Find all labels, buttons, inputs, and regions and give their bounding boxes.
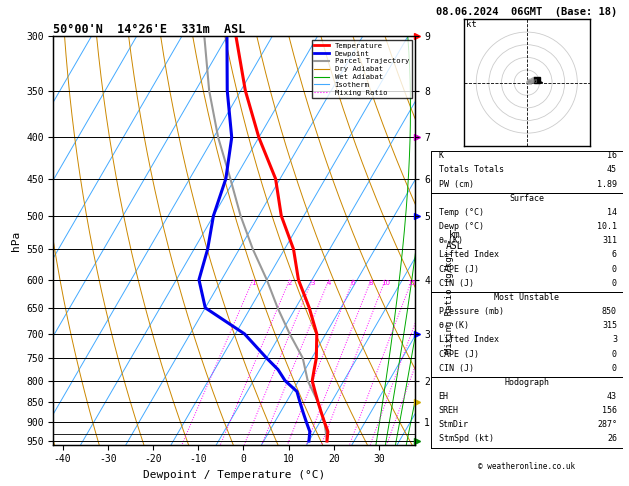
Text: 311: 311 <box>602 236 617 245</box>
Legend: Temperature, Dewpoint, Parcel Trajectory, Dry Adiabat, Wet Adiabat, Isotherm, Mi: Temperature, Dewpoint, Parcel Trajectory… <box>312 40 411 98</box>
Text: CAPE (J): CAPE (J) <box>438 264 479 274</box>
Text: 45: 45 <box>607 165 617 174</box>
X-axis label: Dewpoint / Temperature (°C): Dewpoint / Temperature (°C) <box>143 470 325 480</box>
Text: 3: 3 <box>310 280 314 286</box>
Text: 16: 16 <box>607 151 617 160</box>
Text: CIN (J): CIN (J) <box>438 279 474 288</box>
Text: CIN (J): CIN (J) <box>438 364 474 373</box>
Text: 0: 0 <box>612 264 617 274</box>
Text: 0: 0 <box>612 279 617 288</box>
Text: 1: 1 <box>251 280 255 286</box>
Text: 0: 0 <box>612 364 617 373</box>
Text: kt: kt <box>466 20 477 29</box>
Y-axis label: km
ASL: km ASL <box>446 230 464 251</box>
Text: 6: 6 <box>612 250 617 260</box>
Text: StmDir: StmDir <box>438 420 469 429</box>
Text: 10.1: 10.1 <box>597 222 617 231</box>
Text: 1.89: 1.89 <box>597 180 617 189</box>
Text: 70: 70 <box>531 79 538 84</box>
Text: θₑ (K): θₑ (K) <box>438 321 469 330</box>
Text: 8: 8 <box>369 280 374 286</box>
Text: 10: 10 <box>381 280 390 286</box>
Text: CAPE (J): CAPE (J) <box>438 349 479 359</box>
Text: Temp (°C): Temp (°C) <box>438 208 484 217</box>
Y-axis label: hPa: hPa <box>11 230 21 251</box>
Text: LCL: LCL <box>542 43 557 52</box>
Text: 6: 6 <box>351 280 355 286</box>
Text: 156: 156 <box>602 406 617 415</box>
Text: 315: 315 <box>602 321 617 330</box>
Text: Lifted Index: Lifted Index <box>438 250 499 260</box>
Text: Pressure (mb): Pressure (mb) <box>438 307 504 316</box>
Text: Totals Totals: Totals Totals <box>438 165 504 174</box>
Text: 287°: 287° <box>597 420 617 429</box>
Text: PW (cm): PW (cm) <box>438 180 474 189</box>
Text: 4: 4 <box>326 280 331 286</box>
Text: Most Unstable: Most Unstable <box>494 293 559 302</box>
Text: Lifted Index: Lifted Index <box>438 335 499 345</box>
Text: 85: 85 <box>528 80 535 85</box>
Text: 08.06.2024  06GMT  (Base: 18): 08.06.2024 06GMT (Base: 18) <box>436 7 618 17</box>
Text: 0: 0 <box>612 349 617 359</box>
Text: 15: 15 <box>408 280 416 286</box>
Text: 850: 850 <box>602 307 617 316</box>
Text: Hodograph: Hodograph <box>504 378 549 387</box>
Text: 14: 14 <box>607 208 617 217</box>
Text: 26: 26 <box>607 434 617 444</box>
Text: θₑ(K): θₑ(K) <box>438 236 464 245</box>
Text: K: K <box>438 151 443 160</box>
Text: SREH: SREH <box>438 406 459 415</box>
Text: 50°00'N  14°26'E  331m  ASL: 50°00'N 14°26'E 331m ASL <box>53 23 246 36</box>
Text: Surface: Surface <box>509 194 544 203</box>
Text: StmSpd (kt): StmSpd (kt) <box>438 434 494 444</box>
Text: 95: 95 <box>525 81 533 86</box>
Text: © weatheronline.co.uk: © weatheronline.co.uk <box>478 462 576 470</box>
Text: 2: 2 <box>287 280 292 286</box>
Text: EH: EH <box>438 392 448 401</box>
Text: 3: 3 <box>612 335 617 345</box>
Text: 43: 43 <box>607 392 617 401</box>
Text: Mixing Ratio (g/kg): Mixing Ratio (g/kg) <box>445 251 454 353</box>
Text: Dewp (°C): Dewp (°C) <box>438 222 484 231</box>
